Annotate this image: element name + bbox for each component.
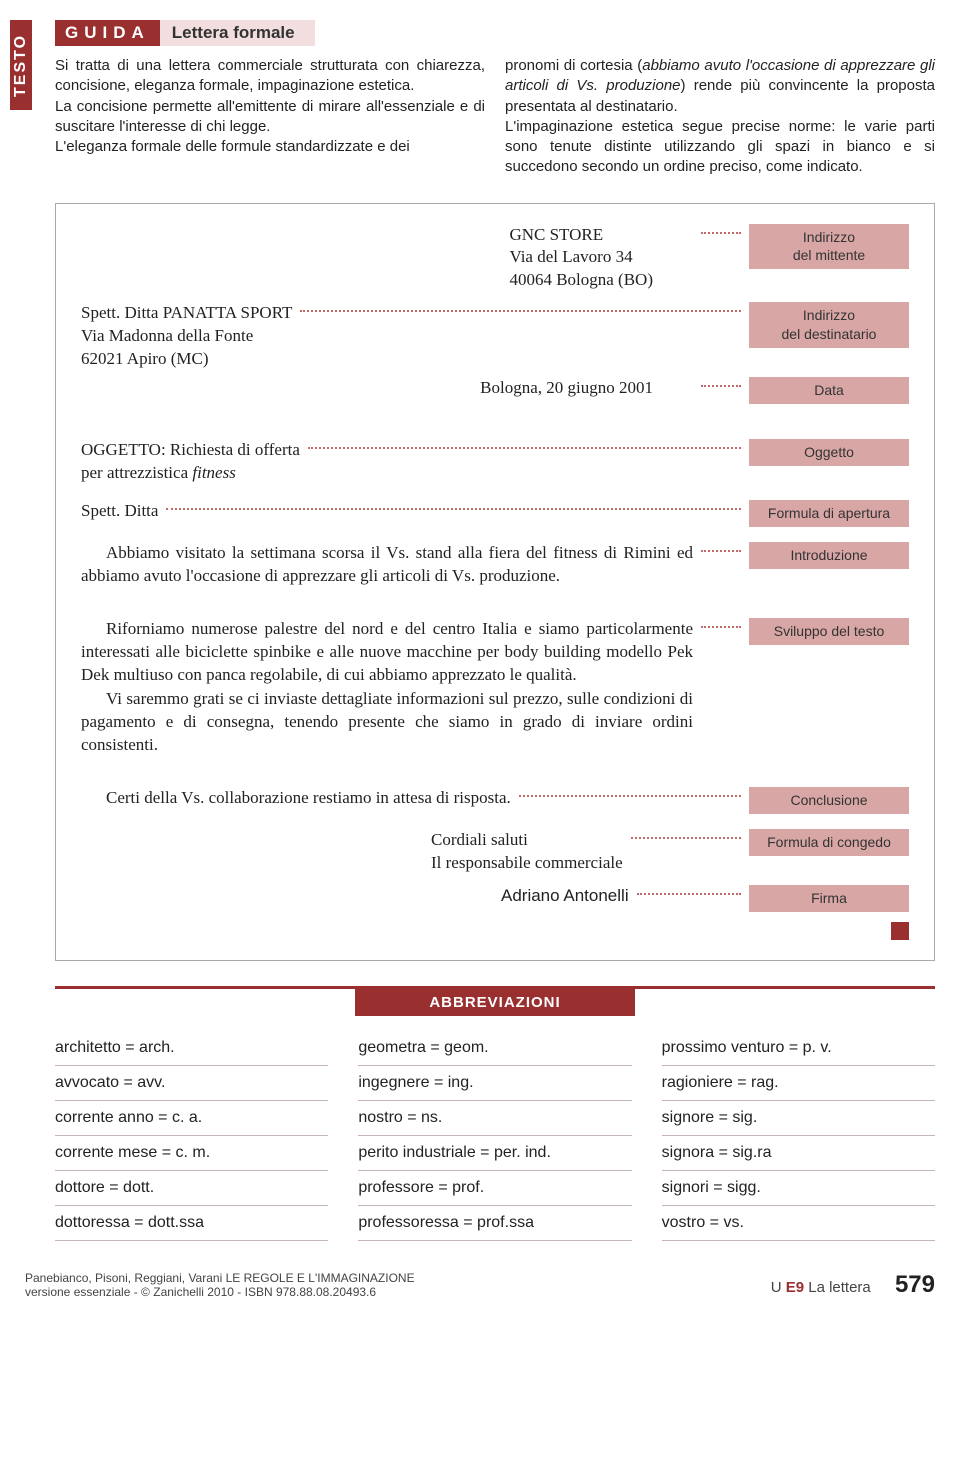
intro-col-2: pronomi di cortesia (abbiamo avuto l'occ… [505, 56, 935, 178]
salutation-row: Spett. Ditta Formula di apertura [81, 500, 909, 527]
abbrev-item: architetto = arch. [55, 1031, 328, 1066]
side-tab: TESTO [10, 20, 32, 110]
badge-recipient: Indirizzo del destinatario [749, 302, 909, 348]
dots [308, 439, 741, 449]
footer-title: La lettera [804, 1279, 871, 1296]
badge-signature: Firma [749, 885, 909, 912]
intro-col-1: Si tratta di una lettera commerciale str… [55, 56, 485, 178]
footer-left-2: versione essenziale - © Zanichelli 2010 … [25, 1285, 415, 1299]
abbrev-item: professore = prof. [358, 1171, 631, 1206]
dots [519, 787, 741, 797]
end-square-icon [891, 922, 909, 940]
footer-left-1: Panebianco, Pisoni, Reggiani, Varani LE … [25, 1271, 415, 1285]
recipient-address: Spett. Ditta PANATTA SPORT Via Madonna d… [81, 302, 292, 371]
sender-row: GNC STORE Via del Lavoro 34 40064 Bologn… [81, 224, 909, 293]
abbrev-header: ABBREVIAZIONI [355, 989, 635, 1016]
abbrev-item: nostro = ns. [358, 1101, 631, 1136]
conclusion-row: Certi della Vs. collaborazione restiamo … [81, 787, 909, 814]
intro-paragraph: Abbiamo visitato la settimana scorsa il … [81, 542, 693, 588]
abbrev-item: avvocato = avv. [55, 1066, 328, 1101]
abbrev-item: signore = sig. [662, 1101, 935, 1136]
sender-name: GNC STORE [509, 224, 653, 247]
closing-text: Cordiali saluti Il responsabile commerci… [431, 829, 623, 875]
guida-bar: GUIDA Lettera formale [55, 20, 935, 46]
dots [701, 618, 741, 628]
recipient-line3: 62021 Apiro (MC) [81, 348, 292, 371]
badge-sender: Indirizzo del mittente [749, 224, 909, 270]
abbrev-item: perito industriale = per. ind. [358, 1136, 631, 1171]
intro-text: Si tratta di una lettera commerciale str… [55, 56, 935, 178]
footer-left: Panebianco, Pisoni, Reggiani, Varani LE … [25, 1271, 415, 1299]
dots [637, 885, 741, 895]
closing-1: Cordiali saluti [431, 829, 623, 852]
abbrev-item: dottoressa = dott.ssa [55, 1206, 328, 1241]
badge-body: Sviluppo del testo [749, 618, 909, 645]
signature-text: Adriano Antonelli [501, 885, 629, 908]
date-text: Bologna, 20 giugno 2001 [480, 377, 653, 400]
subject-line1: OGGETTO: Richiesta di offerta [81, 439, 300, 462]
sender-address: GNC STORE Via del Lavoro 34 40064 Bologn… [509, 224, 653, 293]
badge-date: Data [749, 377, 909, 404]
abbrev-item: professoressa = prof.ssa [358, 1206, 631, 1241]
footer-u: U [771, 1279, 786, 1296]
abbrev-grid: architetto = arch. geometra = geom. pros… [55, 1031, 935, 1241]
dots [631, 829, 741, 839]
subject-text: OGGETTO: Richiesta di offerta per attrez… [81, 439, 300, 485]
guida-label: GUIDA [55, 20, 160, 46]
abbrev-item: vostro = vs. [662, 1206, 935, 1241]
subject-row: OGGETTO: Richiesta di offerta per attrez… [81, 439, 909, 485]
page-footer: Panebianco, Pisoni, Reggiani, Varani LE … [25, 1271, 935, 1299]
abbreviations-section: ABBREVIAZIONI architetto = arch. geometr… [55, 986, 935, 1241]
footer-right: U E9 La lettera 579 [771, 1271, 935, 1299]
badge-salutation: Formula di apertura [749, 500, 909, 527]
conclusion-text: Certi della Vs. collaborazione restiamo … [81, 787, 511, 810]
abbrev-item: corrente anno = c. a. [55, 1101, 328, 1136]
body-row: Riforniamo numerose palestre del nord e … [81, 618, 909, 773]
page-number: 579 [895, 1271, 935, 1298]
closing-2: Il responsabile commerciale [431, 852, 623, 875]
abbrev-item: geometra = geom. [358, 1031, 631, 1066]
recipient-line2: Via Madonna della Fonte [81, 325, 292, 348]
closing-row: Cordiali saluti Il responsabile commerci… [81, 829, 909, 875]
recipient-row: Spett. Ditta PANATTA SPORT Via Madonna d… [81, 302, 909, 371]
abbrev-item: ragioniere = rag. [662, 1066, 935, 1101]
abbrev-item: prossimo venturo = p. v. [662, 1031, 935, 1066]
subject-line2: per attrezzistica fitness [81, 462, 300, 485]
dots [701, 377, 741, 387]
recipient-line1: Spett. Ditta PANATTA SPORT [81, 302, 292, 325]
abbrev-item: corrente mese = c. m. [55, 1136, 328, 1171]
footer-e9: E9 [786, 1279, 804, 1296]
abbrev-item: signora = sig.ra [662, 1136, 935, 1171]
sender-street: Via del Lavoro 34 [509, 246, 653, 269]
date-row: Bologna, 20 giugno 2001 Data [81, 377, 909, 404]
badge-conclusion: Conclusione [749, 787, 909, 814]
signature-row: Adriano Antonelli Firma [81, 885, 909, 912]
dots [166, 500, 741, 510]
dots [701, 542, 741, 552]
dots [701, 224, 741, 234]
body-paragraphs: Riforniamo numerose palestre del nord e … [81, 618, 693, 758]
salutation-text: Spett. Ditta [81, 500, 158, 523]
abbrev-item: dottore = dott. [55, 1171, 328, 1206]
guida-title: Lettera formale [160, 20, 315, 46]
abbrev-item: signori = sigg. [662, 1171, 935, 1206]
badge-subject: Oggetto [749, 439, 909, 466]
sender-city: 40064 Bologna (BO) [509, 269, 653, 292]
intro2-pre: pronomi di cortesia ( [505, 57, 642, 74]
dots [300, 302, 741, 312]
badge-closing: Formula di congedo [749, 829, 909, 856]
badge-intro: Introduzione [749, 542, 909, 569]
abbrev-item: ingegnere = ing. [358, 1066, 631, 1101]
intro-para-row: Abbiamo visitato la settimana scorsa il … [81, 542, 909, 603]
letter-box: GNC STORE Via del Lavoro 34 40064 Bologn… [55, 203, 935, 961]
